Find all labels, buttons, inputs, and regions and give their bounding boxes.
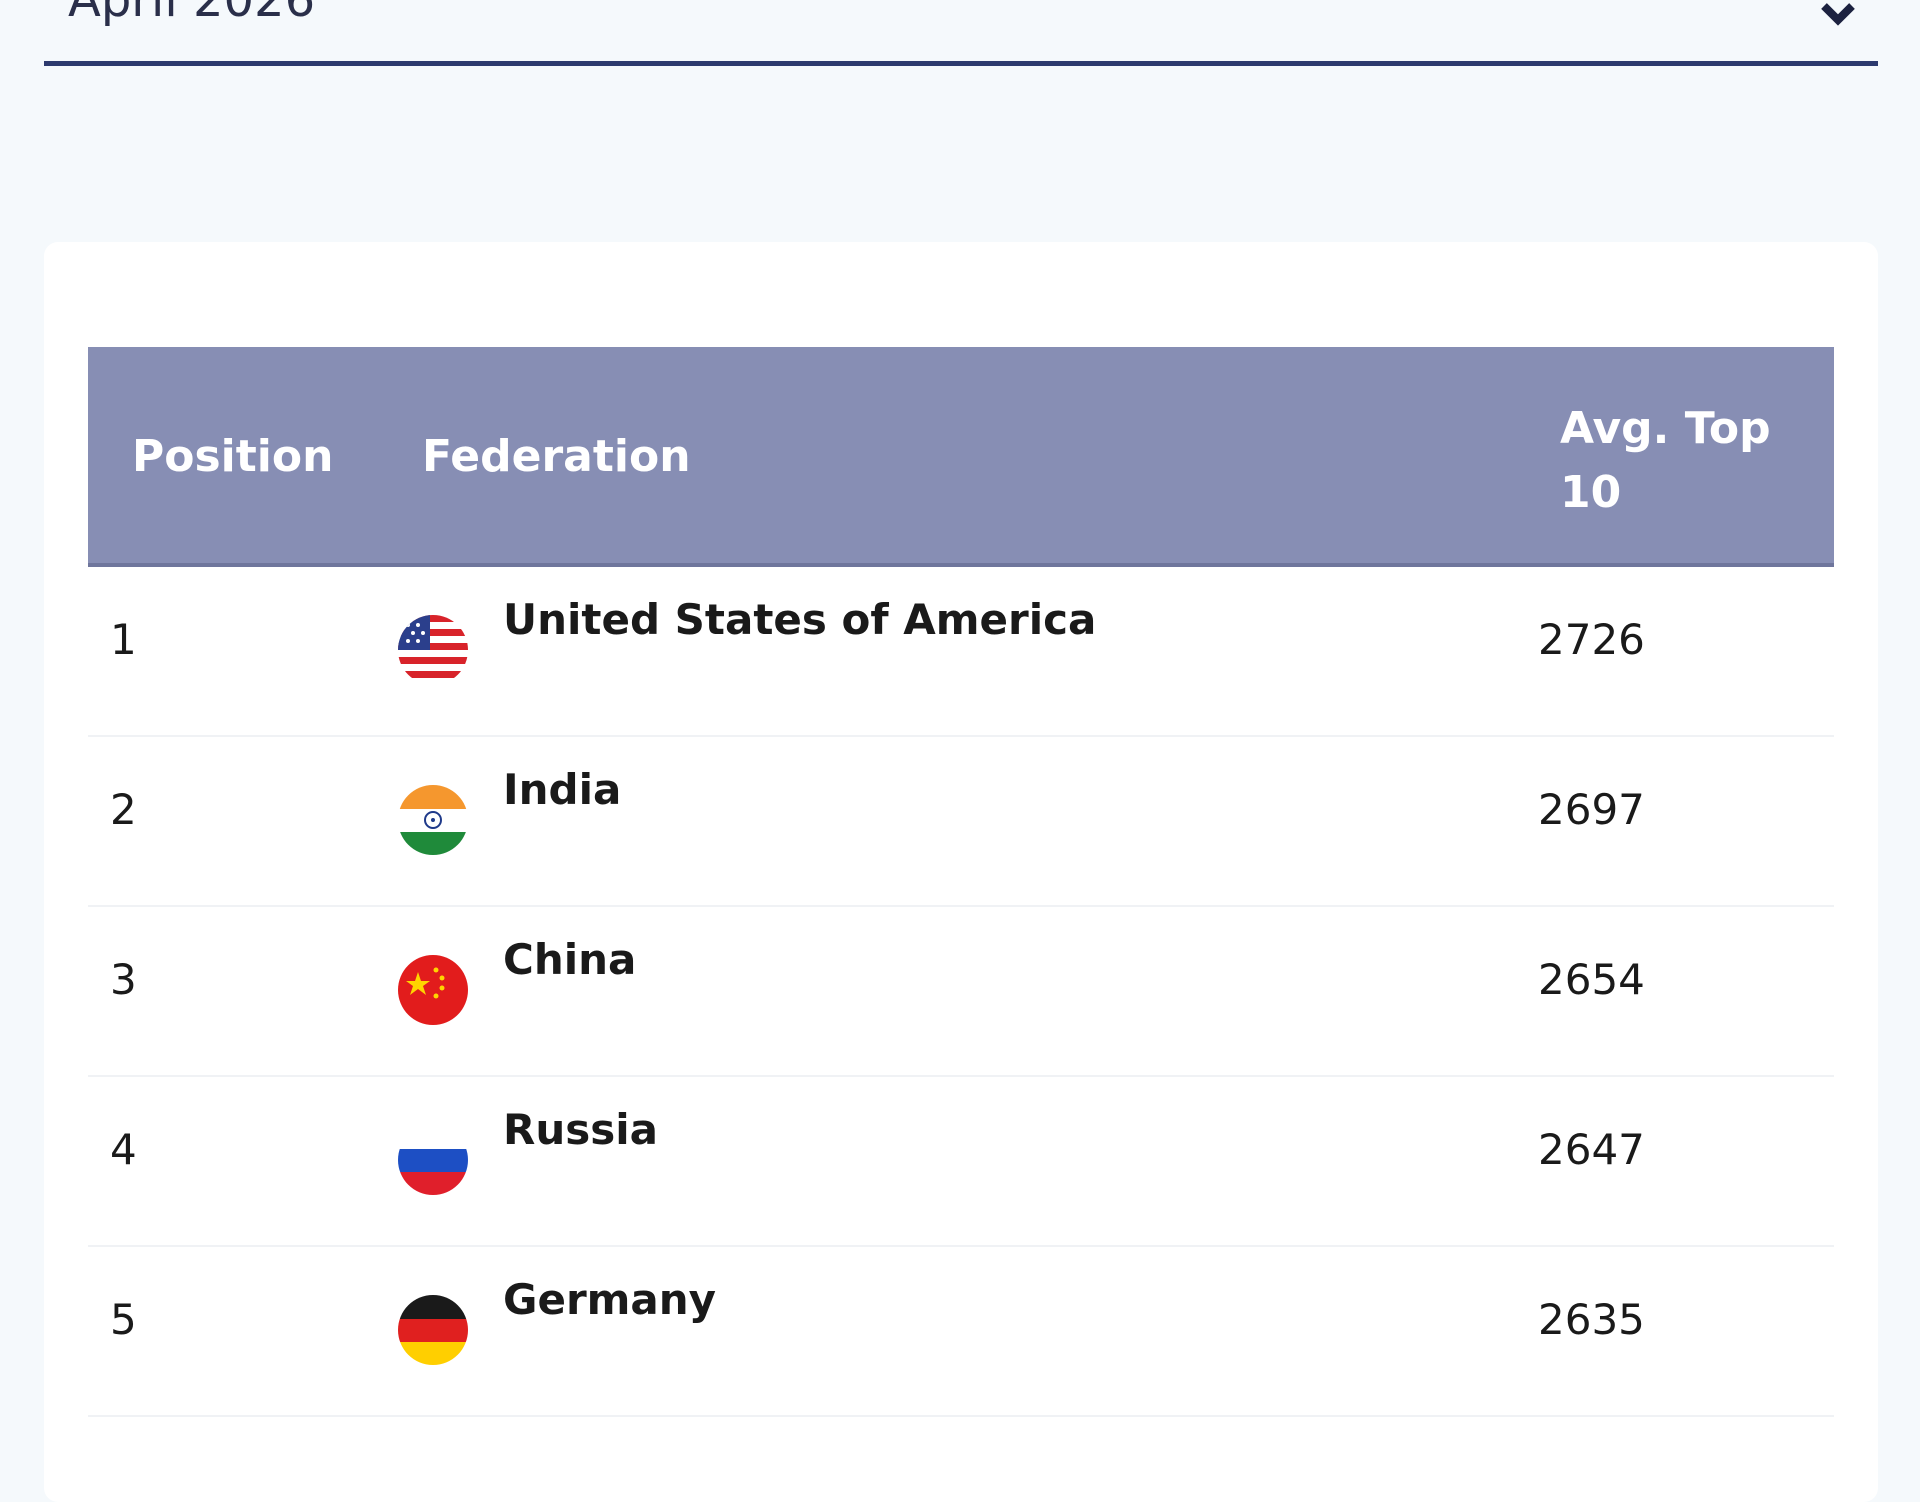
table-row: 1 United States of America 2726 <box>88 567 1834 737</box>
avg-rating: 2647 <box>1538 1125 1645 1174</box>
avg-rating: 2726 <box>1538 615 1645 664</box>
table-header: Position Federation Avg. Top 10 <box>88 347 1834 567</box>
dropdown-value: April 2026 <box>68 0 316 28</box>
federation[interactable]: Russia <box>503 1105 658 1154</box>
avg-rating: 2635 <box>1538 1295 1645 1344</box>
header-avg[interactable]: Avg. Top 10 <box>1560 403 1771 518</box>
position: 1 <box>110 615 137 664</box>
position: 3 <box>110 955 137 1004</box>
federation[interactable]: United States of America <box>503 595 1097 644</box>
avg-rating: 2697 <box>1538 785 1645 834</box>
federation[interactable]: Germany <box>503 1275 717 1324</box>
table-row: 4 Russia 2647 <box>88 1077 1834 1247</box>
table-row: 2 India 2697 <box>88 737 1834 907</box>
position: 4 <box>110 1125 137 1174</box>
month-dropdown[interactable]: April 2026 <box>44 0 1878 66</box>
table-row: 3 China 2654 <box>88 907 1834 1077</box>
header-federation[interactable]: Federation <box>422 431 691 482</box>
flag-usa <box>398 615 468 685</box>
flag-russia <box>398 1125 468 1195</box>
position: 2 <box>110 785 137 834</box>
position: 5 <box>110 1295 137 1344</box>
avg-rating: 2654 <box>1538 955 1645 1004</box>
federation[interactable]: China <box>503 935 637 984</box>
dropdown-chevron <box>1821 3 1855 26</box>
flag-china <box>398 955 468 1025</box>
flag-india <box>398 785 468 855</box>
flag-germany <box>398 1295 468 1365</box>
table-row: 5 Germany 2635 <box>88 1247 1834 1417</box>
page: April 2026 Position Federation Avg. Top … <box>44 0 1878 1417</box>
header-position[interactable]: Position <box>132 431 334 482</box>
federation[interactable]: India <box>503 765 622 814</box>
